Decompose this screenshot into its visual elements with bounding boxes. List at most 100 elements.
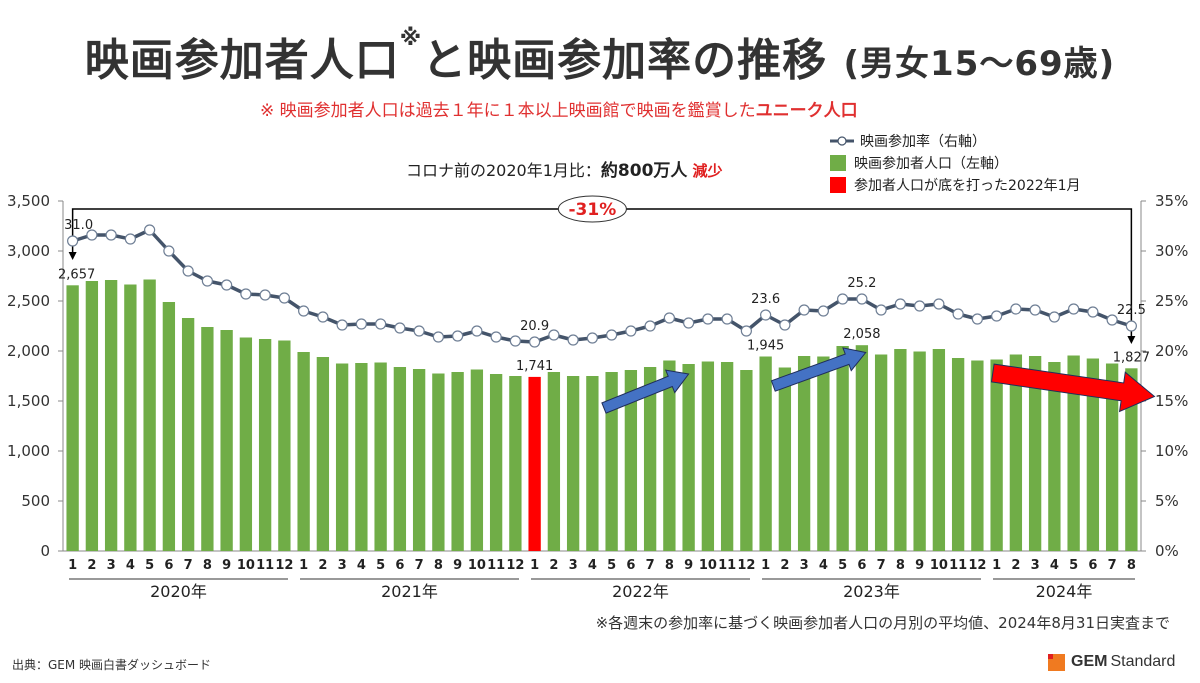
rate-point bbox=[721, 313, 733, 325]
month-tick-label: 6 bbox=[395, 558, 404, 573]
bar-data-label: 1,945 bbox=[747, 339, 784, 354]
comparison-prefix: コロナ前の2020年1月比： bbox=[406, 161, 601, 180]
rate-point bbox=[221, 279, 233, 291]
month-tick-label: 7 bbox=[415, 558, 424, 573]
month-tick-label: 5 bbox=[1069, 558, 1078, 573]
rate-point bbox=[163, 245, 175, 257]
bar bbox=[181, 318, 195, 551]
month-tick-label: 6 bbox=[626, 558, 635, 573]
bar bbox=[663, 360, 676, 551]
bar bbox=[278, 340, 291, 551]
rate-point bbox=[663, 312, 675, 324]
bar bbox=[643, 367, 657, 551]
left-tick-label: 2,000 bbox=[7, 342, 50, 360]
bracket-arrowhead-left bbox=[68, 252, 77, 260]
rate-point bbox=[298, 305, 310, 317]
month-tick-label: 9 bbox=[222, 558, 231, 573]
bar-data-label: 1,827 bbox=[1113, 350, 1150, 365]
month-tick-label: 6 bbox=[1088, 558, 1097, 573]
month-tick-label: 7 bbox=[184, 558, 193, 573]
month-tick-label: 5 bbox=[607, 558, 616, 573]
left-tick-label: 500 bbox=[21, 492, 50, 510]
gem-standard-logo: GEM Standard bbox=[1048, 653, 1175, 671]
bar bbox=[547, 372, 561, 551]
bar bbox=[316, 357, 330, 551]
trend-down-arrow-icon bbox=[990, 363, 1156, 413]
bar bbox=[701, 361, 715, 551]
comparison-text: コロナ前の2020年1月比：約800万人 減少 bbox=[406, 156, 723, 181]
legend-item-bottom: 参加者人口が底を打った2022年1月 bbox=[830, 174, 1081, 196]
logo-text-bold: GEM bbox=[1071, 653, 1108, 670]
right-tick-label: 25% bbox=[1155, 292, 1188, 310]
legend-label: 映画参加率（右軸） bbox=[860, 134, 986, 150]
bar-highlight bbox=[528, 376, 541, 551]
rate-point bbox=[182, 265, 194, 277]
rate-point bbox=[201, 275, 213, 287]
logo-mark-icon bbox=[1048, 653, 1065, 671]
line-data-label: 22.5 bbox=[1117, 303, 1146, 318]
bracket-arrowhead-right bbox=[1127, 336, 1136, 344]
bar bbox=[1048, 362, 1061, 551]
bar bbox=[470, 369, 484, 551]
left-tick-label: 2,500 bbox=[7, 292, 50, 310]
right-tick-label: 0% bbox=[1155, 542, 1179, 560]
bar bbox=[432, 373, 445, 551]
bar bbox=[489, 374, 503, 551]
rate-point bbox=[105, 229, 117, 241]
line-data-label: 23.6 bbox=[751, 292, 780, 307]
month-tick-label: 1 bbox=[530, 558, 539, 573]
month-tick-label: 1 bbox=[761, 558, 770, 573]
rate-point bbox=[509, 335, 521, 347]
month-tick-label: 3 bbox=[1031, 558, 1040, 573]
bar bbox=[258, 339, 272, 551]
rate-point bbox=[567, 334, 579, 346]
line-data-label: 20.9 bbox=[520, 319, 549, 334]
right-tick-label: 20% bbox=[1155, 342, 1188, 360]
year-label: 2020年 bbox=[150, 582, 207, 601]
month-tick-label: 9 bbox=[453, 558, 462, 573]
month-tick-label: 3 bbox=[569, 558, 578, 573]
rate-point bbox=[1068, 303, 1080, 315]
rate-point bbox=[67, 235, 79, 247]
month-tick-label: 2 bbox=[318, 558, 327, 573]
rate-point bbox=[452, 330, 464, 342]
rate-point bbox=[1087, 306, 1099, 318]
title-footnote-mark: ※ bbox=[399, 26, 423, 51]
bar bbox=[951, 358, 965, 551]
rate-point bbox=[394, 322, 406, 334]
change-badge bbox=[557, 195, 627, 223]
rate-point bbox=[875, 304, 887, 316]
bar bbox=[566, 376, 580, 551]
month-tick-label: 6 bbox=[164, 558, 173, 573]
comparison-value: 約800万人 bbox=[600, 161, 688, 181]
rate-point bbox=[1048, 311, 1060, 323]
title-rest: と映画参加率の推移 bbox=[422, 35, 828, 86]
bar-data-label: 1,741 bbox=[516, 359, 553, 374]
rate-point bbox=[683, 317, 695, 329]
month-tick-label: 11 bbox=[256, 558, 274, 573]
month-tick-label: 8 bbox=[203, 558, 212, 573]
month-tick-label: 7 bbox=[1108, 558, 1117, 573]
bar bbox=[913, 351, 926, 551]
month-tick-label: 8 bbox=[434, 558, 443, 573]
rate-point bbox=[529, 336, 541, 348]
month-tick-label: 4 bbox=[588, 558, 597, 573]
month-tick-label: 5 bbox=[838, 558, 847, 573]
bar bbox=[393, 367, 407, 551]
year-label: 2024年 bbox=[1036, 582, 1093, 601]
rate-point bbox=[259, 289, 271, 301]
rate-point bbox=[86, 229, 98, 241]
bar bbox=[894, 349, 907, 551]
bar bbox=[720, 362, 734, 551]
rate-point bbox=[914, 300, 926, 312]
month-tick-label: 4 bbox=[126, 558, 135, 573]
rate-point bbox=[375, 318, 387, 330]
month-tick-label: 3 bbox=[107, 558, 116, 573]
bar bbox=[124, 284, 137, 551]
month-tick-label: 11 bbox=[718, 558, 736, 573]
bar bbox=[836, 346, 849, 551]
month-tick-label: 4 bbox=[1050, 558, 1059, 573]
rate-point bbox=[952, 308, 964, 320]
month-tick-label: 1 bbox=[992, 558, 1001, 573]
